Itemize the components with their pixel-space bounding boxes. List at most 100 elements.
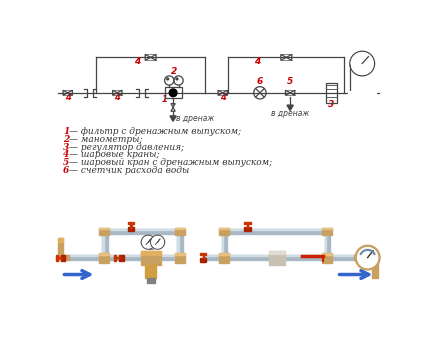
Circle shape — [169, 89, 177, 97]
Text: 3: 3 — [63, 143, 69, 152]
Text: 6: 6 — [63, 166, 69, 175]
Bar — [219, 228, 229, 235]
Bar — [275, 255, 329, 260]
Bar — [128, 227, 134, 232]
Circle shape — [355, 245, 380, 270]
Text: 6: 6 — [257, 76, 263, 86]
Polygon shape — [287, 105, 293, 111]
Bar — [203, 255, 224, 256]
Text: в дренаж: в дренаж — [176, 114, 215, 123]
Text: в дренаж: в дренаж — [271, 109, 309, 118]
Bar — [247, 223, 248, 227]
Bar — [228, 255, 271, 260]
Text: 4: 4 — [114, 93, 120, 102]
Bar — [203, 254, 204, 258]
Bar — [331, 255, 356, 256]
Bar — [322, 252, 332, 254]
Bar — [61, 255, 100, 260]
Bar — [175, 252, 185, 254]
Bar — [102, 232, 104, 260]
Bar — [99, 228, 109, 229]
Bar — [228, 255, 271, 256]
Circle shape — [351, 53, 373, 74]
Circle shape — [176, 78, 178, 80]
Bar — [162, 255, 184, 260]
Bar — [104, 229, 181, 234]
Bar — [223, 229, 329, 234]
Bar — [275, 255, 329, 256]
Bar — [353, 255, 377, 260]
Bar — [223, 229, 329, 230]
Circle shape — [152, 236, 163, 248]
Bar — [145, 265, 156, 278]
Text: 3: 3 — [328, 100, 335, 109]
Text: 5: 5 — [287, 76, 293, 86]
Bar — [119, 254, 123, 261]
Bar — [99, 252, 109, 263]
Text: 4: 4 — [134, 57, 140, 66]
Bar — [244, 222, 251, 224]
Text: 4: 4 — [254, 57, 260, 66]
Bar — [56, 254, 58, 261]
Bar — [56, 257, 61, 258]
Bar — [200, 253, 206, 254]
Bar — [175, 228, 185, 229]
Bar — [221, 232, 227, 260]
Bar — [114, 254, 116, 261]
Bar — [104, 229, 181, 230]
Bar — [326, 83, 337, 103]
Bar — [175, 228, 185, 235]
Bar — [219, 252, 229, 254]
Bar — [141, 251, 161, 265]
Text: 4: 4 — [63, 151, 69, 159]
Bar — [162, 255, 184, 256]
Text: 2: 2 — [171, 66, 177, 75]
Text: 1: 1 — [63, 127, 69, 136]
Bar — [175, 252, 185, 263]
Text: 2: 2 — [63, 135, 69, 144]
Text: — счетчик расхода воды: — счетчик расхода воды — [69, 166, 190, 175]
Text: — шаровый кран с дренажным выпуском;: — шаровый кран с дренажным выпуском; — [69, 158, 272, 167]
Bar — [102, 232, 108, 260]
Text: — регулятор давления;: — регулятор давления; — [69, 143, 184, 152]
Bar — [99, 252, 109, 254]
Text: 5: 5 — [63, 158, 69, 167]
Bar — [203, 255, 224, 260]
Bar — [269, 251, 285, 254]
Bar — [107, 255, 143, 256]
Text: — шаровые краны;: — шаровые краны; — [69, 151, 160, 159]
Bar — [325, 232, 326, 260]
Bar — [58, 238, 63, 257]
Bar — [331, 255, 356, 260]
Bar — [61, 254, 65, 261]
Text: — манометры;: — манометры; — [69, 135, 143, 144]
Bar — [200, 257, 206, 262]
Bar — [165, 87, 181, 98]
Bar — [269, 251, 285, 265]
Text: 4: 4 — [220, 93, 226, 102]
Bar — [107, 255, 143, 260]
Circle shape — [167, 78, 169, 80]
Bar — [322, 252, 332, 263]
Bar — [244, 227, 251, 232]
Text: 1: 1 — [162, 95, 168, 104]
Circle shape — [358, 248, 378, 268]
Bar — [147, 278, 154, 283]
Bar — [177, 232, 183, 260]
Bar — [141, 251, 161, 254]
Bar — [130, 223, 132, 227]
Polygon shape — [170, 116, 176, 121]
Bar — [322, 228, 332, 229]
Text: 4: 4 — [65, 93, 71, 102]
Bar — [372, 255, 376, 260]
Bar — [114, 257, 120, 258]
Bar — [58, 238, 63, 242]
Bar — [61, 255, 100, 256]
Bar — [99, 228, 109, 235]
Bar — [219, 252, 229, 263]
Bar — [372, 255, 378, 278]
Bar — [325, 232, 330, 260]
Bar — [219, 228, 229, 229]
Circle shape — [142, 236, 154, 248]
Bar — [128, 222, 134, 224]
